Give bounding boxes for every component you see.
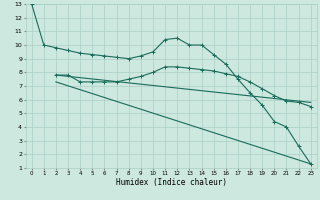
- X-axis label: Humidex (Indice chaleur): Humidex (Indice chaleur): [116, 178, 227, 187]
